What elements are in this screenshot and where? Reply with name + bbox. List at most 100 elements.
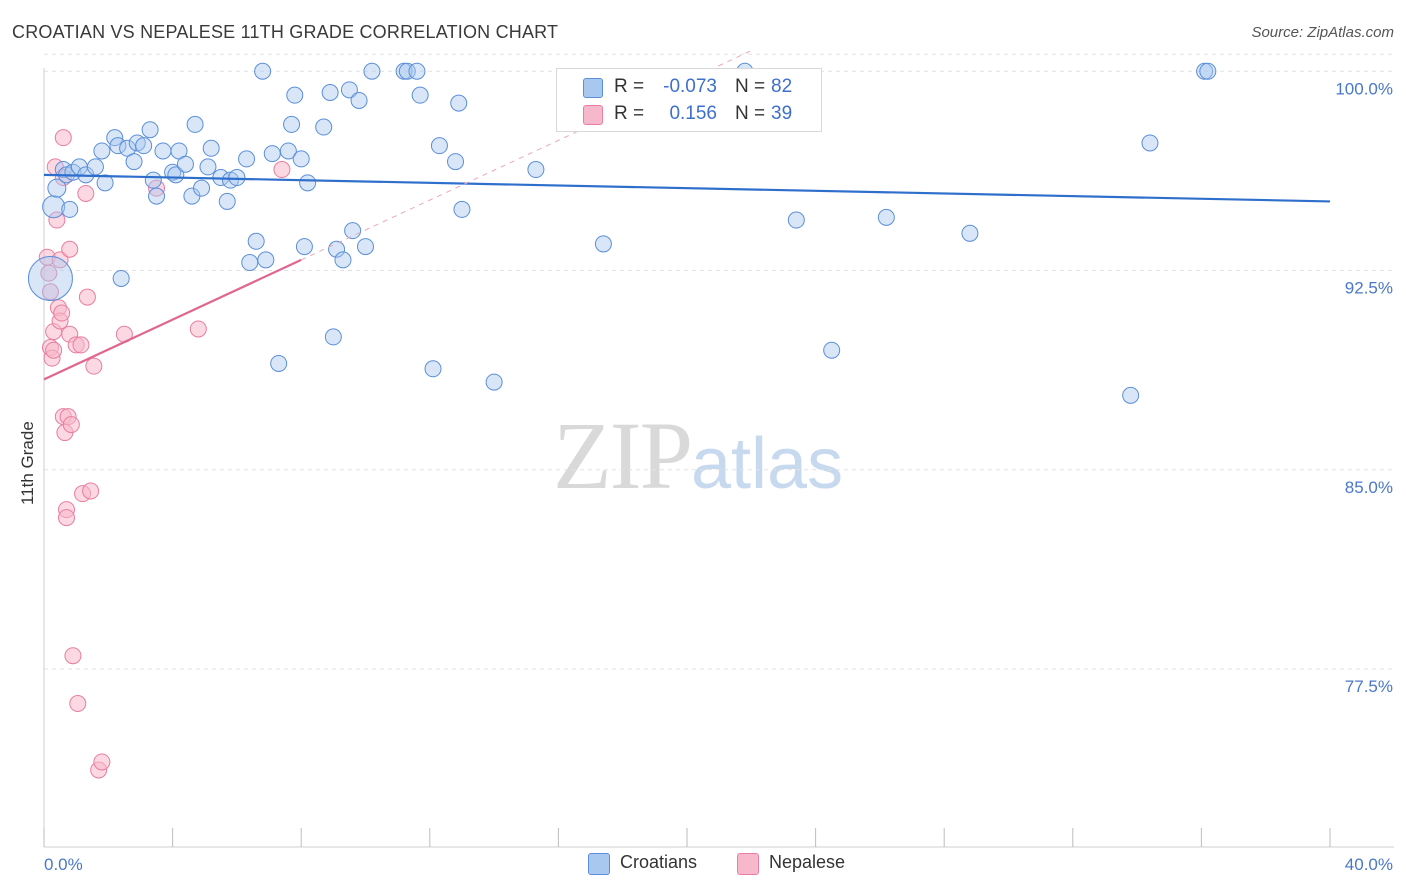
chart-title: CROATIAN VS NEPALESE 11TH GRADE CORRELAT… <box>12 22 559 42</box>
n-value: 82 <box>771 76 793 97</box>
croatian-point <box>450 94 468 112</box>
stats-swatch-croatians <box>583 78 603 98</box>
croatian-point <box>141 121 159 139</box>
grid <box>44 53 1394 670</box>
legend-label-croatians: Croatians <box>620 852 698 872</box>
croatian-point <box>202 139 220 157</box>
croatian-point <box>42 195 66 219</box>
croatian-point <box>86 158 104 176</box>
croatian-point <box>340 81 358 99</box>
croatian-point <box>877 208 895 226</box>
r-label: R = <box>614 103 645 124</box>
stats-row-croatians: R = -0.073 N = 82 <box>557 74 821 100</box>
croatian-point <box>1141 134 1159 152</box>
nepalese-point <box>61 240 79 258</box>
r-value: -0.073 <box>663 76 717 97</box>
croatian-point <box>411 86 429 104</box>
croatian-point <box>54 161 72 179</box>
croatian-point <box>164 163 182 181</box>
legend-swatch-croatians <box>588 853 610 875</box>
nepalese-point <box>40 264 58 282</box>
y-tick-label: 77.5% <box>1345 677 1393 696</box>
watermark-atlas: atlas <box>691 424 844 504</box>
croatian-point <box>292 150 310 168</box>
croatian-trend-line <box>43 173 1331 203</box>
croatian-point <box>218 192 236 210</box>
croatian-point <box>527 161 545 179</box>
croatian-point <box>176 155 194 173</box>
croatian-point <box>363 62 381 80</box>
nepalese-point <box>77 184 95 202</box>
nepalese-point <box>78 288 96 306</box>
stats-swatch-nepalese <box>583 105 603 125</box>
croatian-point <box>135 137 153 155</box>
croatian-point <box>350 91 368 109</box>
croatian-point <box>112 269 130 287</box>
n-value: 39 <box>771 103 793 124</box>
tick-labels: 100.0% 92.5% 85.0% 77.5% 0.0% 40.0% <box>44 79 1393 874</box>
y-tick-label: 92.5% <box>1345 279 1393 298</box>
croatian-point <box>27 255 73 301</box>
nepalese-point <box>69 695 87 713</box>
nepalese-point <box>41 283 59 301</box>
croatian-point <box>787 211 805 229</box>
croatian-point <box>357 238 374 256</box>
croatian-point <box>1122 386 1140 404</box>
x-tick-label: 40.0% <box>1345 855 1393 874</box>
croatian-point <box>315 118 333 136</box>
croatian-point <box>485 373 503 391</box>
nepalese-point <box>62 416 80 434</box>
stats-row-nepalese: R = 0.156 N = 39 <box>557 101 821 127</box>
croatian-point <box>109 137 127 155</box>
croatian-points <box>27 62 1217 404</box>
croatian-point <box>270 354 288 372</box>
croatian-point <box>154 142 172 160</box>
stats-box: R = -0.073 N = 82 R = 0.156 N = 39 <box>556 68 822 132</box>
watermark: ZIPatlas <box>553 400 843 511</box>
croatian-point <box>344 222 362 240</box>
croatian-point <box>96 174 114 192</box>
croatian-point <box>247 232 265 250</box>
watermark-zip: ZIP <box>553 402 693 509</box>
croatian-point <box>594 235 612 253</box>
n-label: N = <box>735 103 766 124</box>
croatian-point <box>148 187 166 205</box>
croatian-point <box>961 224 979 242</box>
croatian-point <box>299 174 317 192</box>
nepalese-points <box>38 91 616 779</box>
croatian-point <box>238 150 256 168</box>
nepalese-point <box>64 647 82 665</box>
nepalese-point <box>273 161 291 179</box>
croatian-point <box>398 62 416 80</box>
croatian-point <box>199 158 217 176</box>
croatian-point <box>334 251 352 269</box>
croatian-point <box>823 341 841 359</box>
nepalese-point <box>53 304 71 322</box>
croatian-point <box>295 238 313 256</box>
croatian-point <box>424 360 442 378</box>
croatian-point <box>430 137 448 155</box>
croatian-point <box>228 169 246 187</box>
croatian-point <box>144 171 162 189</box>
croatian-point <box>47 178 67 198</box>
nepalese-point <box>82 482 100 500</box>
r-label: R = <box>614 76 645 97</box>
croatian-point <box>447 153 465 171</box>
croatian-point <box>408 62 426 80</box>
y-tick-label: 85.0% <box>1345 478 1393 497</box>
croatian-point <box>283 115 301 133</box>
y-tick-label: 100.0% <box>1335 79 1393 98</box>
n-label: N = <box>735 76 766 97</box>
croatian-point <box>186 115 204 133</box>
croatian-point <box>93 142 111 160</box>
nepalese-point <box>72 336 90 354</box>
croatian-point <box>61 200 79 218</box>
x-tick-label: 0.0% <box>44 855 83 874</box>
croatian-point <box>1199 62 1217 80</box>
source-label: Source: ZipAtlas.com <box>1251 24 1394 41</box>
nepalese-point <box>85 357 103 375</box>
nepalese-point <box>58 509 76 527</box>
r-value: 0.156 <box>669 103 717 124</box>
croatian-point <box>286 86 304 104</box>
